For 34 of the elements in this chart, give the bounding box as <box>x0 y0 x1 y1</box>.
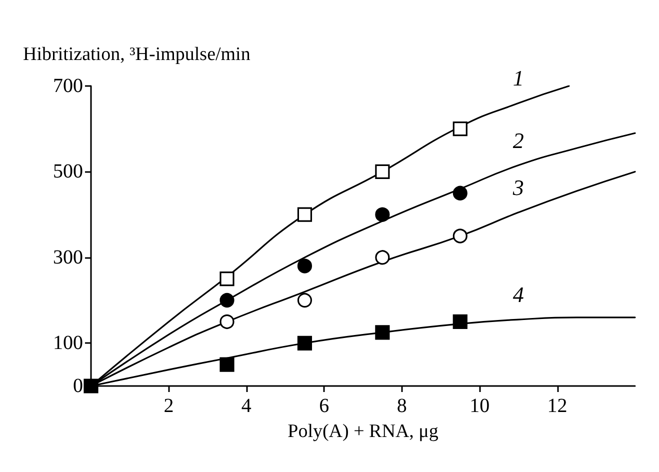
x-tick-label: 8 <box>396 395 407 417</box>
x-tick-label: 12 <box>547 395 568 417</box>
series-label: 3 <box>512 174 524 200</box>
x-tick-label: 2 <box>164 395 174 417</box>
point <box>452 186 468 200</box>
point <box>297 207 312 222</box>
point <box>375 250 390 265</box>
point <box>452 314 468 330</box>
point <box>220 357 234 372</box>
y-axis-title: Hibritization, ³H-impulse/min <box>23 44 251 65</box>
y-tick-label: 0 <box>73 375 83 397</box>
series-label: 4 <box>512 282 524 308</box>
point <box>297 336 312 350</box>
y-tick-label: 700 <box>53 75 83 97</box>
x-axis-title: Poly(A) + RNA, μg <box>288 421 439 442</box>
x-tick-label: 4 <box>241 395 252 417</box>
y-tick-label: 100 <box>53 332 83 354</box>
point <box>452 122 468 136</box>
point <box>375 164 390 180</box>
point <box>220 314 234 330</box>
point <box>220 272 234 286</box>
y-tick-label: 500 <box>53 160 83 183</box>
series-label: 1 <box>512 66 524 91</box>
point <box>375 325 390 340</box>
point <box>84 378 98 394</box>
y-tick-label: 300 <box>53 246 83 268</box>
point <box>297 258 312 274</box>
x-tick-label: 10 <box>470 395 490 417</box>
point <box>452 228 468 244</box>
series-label: 2 <box>512 128 524 153</box>
point <box>375 207 390 222</box>
point <box>220 292 234 308</box>
point <box>297 292 312 308</box>
x-tick-label: 6 <box>319 395 330 417</box>
